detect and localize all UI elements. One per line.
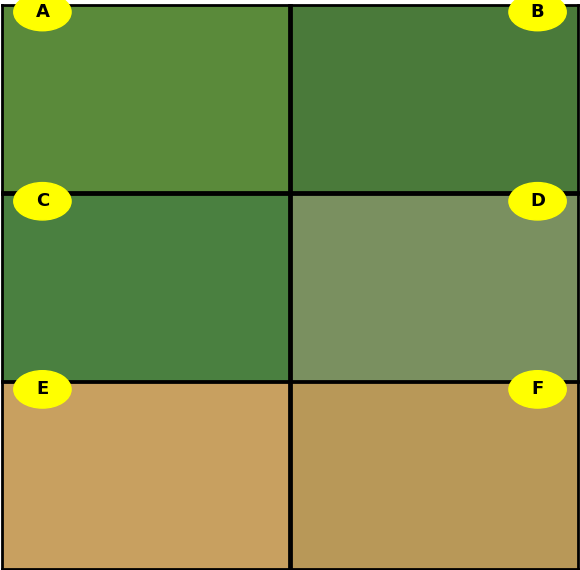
Text: E: E — [37, 380, 49, 398]
Text: B: B — [531, 3, 545, 21]
Circle shape — [14, 0, 71, 31]
Circle shape — [509, 182, 566, 220]
Circle shape — [509, 0, 566, 31]
Text: A: A — [35, 3, 49, 21]
Text: F: F — [531, 380, 543, 398]
Text: D: D — [530, 192, 545, 210]
Text: C: C — [36, 192, 49, 210]
Circle shape — [14, 370, 71, 408]
Circle shape — [14, 182, 71, 220]
Circle shape — [509, 370, 566, 408]
